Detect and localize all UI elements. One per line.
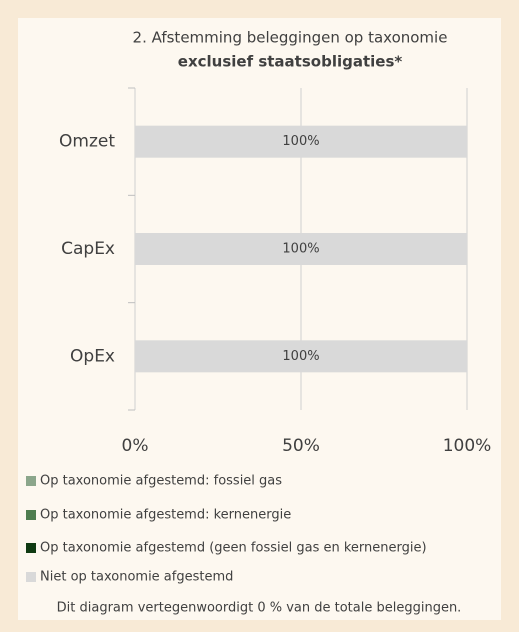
panel bbox=[18, 18, 501, 620]
bar-segment bbox=[135, 340, 467, 373]
data-label: 100% bbox=[282, 242, 319, 257]
legend-label: Op taxonomie afgestemd (geen fossiel gas… bbox=[40, 541, 427, 556]
y-tick-label: Omzet bbox=[59, 132, 115, 152]
bar-segment bbox=[135, 233, 467, 265]
x-tick-label: 50% bbox=[282, 436, 320, 456]
x-tick-label: 0% bbox=[122, 436, 149, 456]
legend-label: Op taxonomie afgestemd: kernenergie bbox=[40, 508, 291, 523]
y-tick-label: OpEx bbox=[70, 346, 115, 366]
data-label: 100% bbox=[282, 349, 319, 364]
y-tick-label: CapEx bbox=[61, 239, 115, 259]
chart-title: 2. Afstemming beleggingen op taxonomie bbox=[133, 29, 448, 47]
legend-label: Op taxonomie afgestemd: fossiel gas bbox=[40, 474, 282, 489]
legend-label: Niet op taxonomie afgestemd bbox=[40, 570, 233, 585]
note: Dit diagram vertegenwoordigt 0 % van de … bbox=[57, 601, 462, 616]
legend-swatch bbox=[26, 476, 36, 486]
chart-subtitle: exclusief staatsobligaties* bbox=[178, 53, 403, 71]
bar-segment bbox=[135, 125, 467, 158]
legend-swatch bbox=[26, 543, 36, 553]
x-tick-label: 100% bbox=[443, 436, 492, 456]
legend-swatch bbox=[26, 572, 36, 582]
data-label: 100% bbox=[282, 134, 319, 149]
legend-swatch bbox=[26, 510, 36, 520]
